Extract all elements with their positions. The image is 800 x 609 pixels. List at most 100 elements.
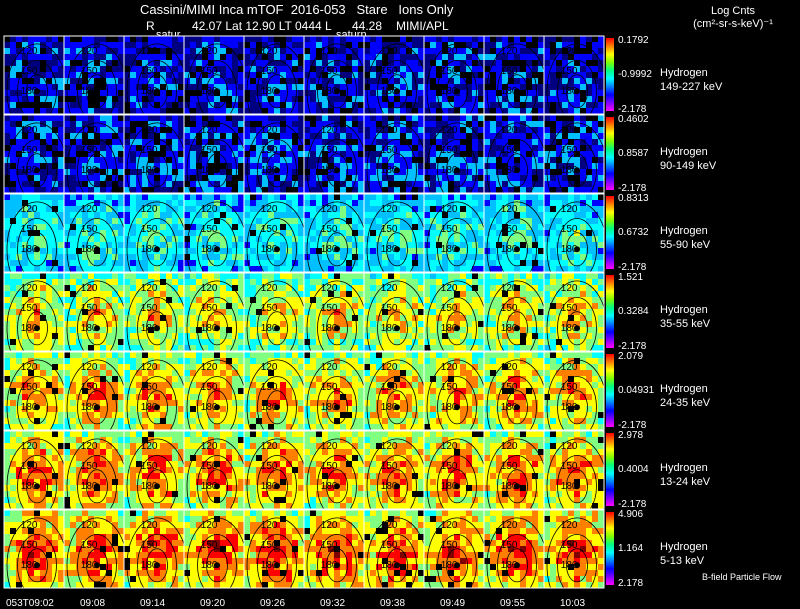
contour-label: 150	[381, 66, 398, 77]
energy-panel: 120 150 180 120 150 180 120 150 180 120 150 180 120 1…	[3, 114, 608, 219]
contour-label: 120	[381, 46, 398, 57]
species-label: Hydrogen 5-13 keV	[660, 540, 708, 568]
contour-label: 180	[261, 323, 278, 334]
energy-panel: 120 150 180 120 150 180 120 150 180 120 150 180 120 1…	[3, 35, 608, 140]
contour-label: 180	[201, 402, 218, 413]
contour-label: 150	[561, 540, 578, 551]
contour-label: 150	[81, 66, 98, 77]
contour-label: 120	[141, 520, 158, 531]
contour-label: 150	[21, 66, 38, 77]
contour-label: 180	[261, 402, 278, 413]
coords-readout: 42.07 Lat 12.90 LT 0444 L	[192, 19, 332, 33]
contour-label: 120	[501, 441, 518, 452]
contour-label: 120	[561, 441, 578, 452]
contour-label: 180	[321, 323, 338, 334]
contour-label: 180	[321, 481, 338, 492]
contour-label: 150	[141, 382, 158, 393]
contour-label: 180	[321, 165, 338, 176]
contour-label: 120	[21, 46, 38, 57]
contour-label: 120	[81, 46, 98, 57]
contour-label: 120	[441, 204, 458, 215]
contour-label: 120	[501, 283, 518, 294]
contour-label: 180	[81, 86, 98, 97]
contour-label: 150	[261, 66, 278, 77]
contour-label: 150	[201, 303, 218, 314]
contour-label: 150	[441, 145, 458, 156]
contour-label: 150	[561, 303, 578, 314]
contour-label: 180	[201, 560, 218, 571]
contour-label: 180	[561, 481, 578, 492]
contour-label: 180	[81, 481, 98, 492]
contour-label: 120	[201, 125, 218, 136]
contour-label: 180	[21, 560, 38, 571]
contour-label: 180	[501, 560, 518, 571]
colorbar-title: Log Cnts (cm²-sr-s-keV)⁻¹	[678, 5, 788, 31]
contour-label: 120	[561, 362, 578, 373]
time-tick-label: 10:03	[560, 598, 586, 609]
contour-label: 180	[141, 560, 158, 571]
contour-label: 150	[321, 382, 338, 393]
contour-label: 180	[141, 481, 158, 492]
contour-label: 120	[201, 520, 218, 531]
contour-label: 150	[561, 461, 578, 472]
colorbar	[606, 512, 614, 585]
contour-label: 180	[501, 481, 518, 492]
contour-label: 180	[561, 402, 578, 413]
contour-label: 180	[81, 402, 98, 413]
contour-label: 150	[441, 303, 458, 314]
contour-label: 120	[441, 283, 458, 294]
contour-label: 180	[141, 165, 158, 176]
time-tick-label: 09:26	[260, 598, 286, 609]
chart-title: Cassini/MIMI Inca mTOF 2016-053 Stare Io…	[140, 2, 454, 17]
contour-label: 120	[201, 283, 218, 294]
energy-range: 5-13 keV	[660, 555, 705, 567]
footnote: B-field Particle Flow	[702, 572, 782, 582]
contour-label: 150	[141, 540, 158, 551]
colorbar-mid-label: 0.6732	[618, 226, 649, 238]
contour-label: 120	[381, 125, 398, 136]
energy-range: 13-24 keV	[660, 476, 711, 488]
contour-label: 120	[441, 362, 458, 373]
contour-label: 180	[501, 402, 518, 413]
contour-label: 180	[21, 244, 38, 255]
species-name: Hydrogen	[660, 225, 708, 237]
contour-label: 180	[501, 323, 518, 334]
contour-label: 120	[501, 362, 518, 373]
contour-label: 120	[501, 46, 518, 57]
contour-label: 150	[201, 540, 218, 551]
contour-label: 180	[381, 560, 398, 571]
contour-label: 120	[381, 362, 398, 373]
contour-label: 120	[81, 441, 98, 452]
colorbar-min-label: -2.178	[618, 104, 647, 115]
contour-label: 120	[81, 362, 98, 373]
contour-label: 150	[21, 145, 38, 156]
energy-range: 55-90 keV	[660, 239, 711, 251]
contour-label: 180	[21, 402, 38, 413]
mission-label: MIMI/APL	[396, 19, 449, 33]
contour-label: 120	[561, 283, 578, 294]
contour-label: 120	[441, 46, 458, 57]
contour-label: 150	[561, 224, 578, 235]
contour-label: 150	[21, 540, 38, 551]
contour-label: 150	[201, 145, 218, 156]
colorbar-max-label: 1.521	[618, 272, 644, 283]
contour-label: 150	[261, 382, 278, 393]
colorbar-min-label: -2.178	[618, 341, 647, 352]
contour-label: 120	[81, 283, 98, 294]
contour-label: 120	[141, 283, 158, 294]
energy-panel: 120 150 180 120 150 180 120 150 180 120 150 180 120 1…	[3, 351, 608, 456]
contour-label: 120	[321, 283, 338, 294]
energy-panel: 120 150 180 120 150 180 120 150 180 120 150 180 120 1…	[3, 509, 608, 609]
contour-label: 150	[501, 303, 518, 314]
contour-label: 120	[501, 204, 518, 215]
contour-label: 150	[81, 382, 98, 393]
colorbar	[606, 117, 614, 190]
colorbar	[606, 38, 614, 111]
contour-label: 180	[261, 165, 278, 176]
colorbar-max-label: 2.079	[618, 351, 644, 362]
contour-label: 120	[321, 362, 338, 373]
contour-label: 120	[381, 204, 398, 215]
contour-label: 180	[81, 244, 98, 255]
